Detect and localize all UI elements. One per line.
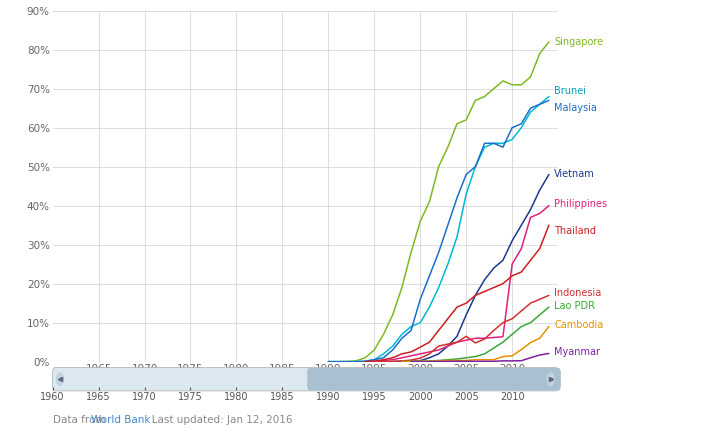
Text: Last updated: Jan 12, 2016: Last updated: Jan 12, 2016 [142, 415, 292, 425]
Text: Cambodia: Cambodia [555, 320, 604, 330]
Text: Lao PDR: Lao PDR [555, 301, 595, 311]
Circle shape [56, 373, 63, 385]
Text: Philippines: Philippines [555, 199, 607, 209]
Text: World Bank: World Bank [91, 415, 151, 425]
FancyBboxPatch shape [307, 368, 561, 391]
Text: Malaysia: Malaysia [555, 103, 597, 113]
Text: Myanmar: Myanmar [555, 347, 600, 357]
Text: Indonesia: Indonesia [555, 288, 602, 298]
Text: Singapore: Singapore [555, 37, 604, 47]
Text: Vietnam: Vietnam [555, 169, 595, 179]
Text: Thailand: Thailand [555, 226, 597, 236]
Text: Brunei: Brunei [555, 86, 586, 95]
Circle shape [548, 373, 555, 385]
Text: Data from: Data from [53, 415, 108, 425]
FancyBboxPatch shape [53, 368, 558, 391]
